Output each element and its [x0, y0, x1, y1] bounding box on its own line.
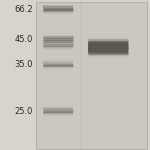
Text: 66.2: 66.2 [14, 4, 33, 14]
Text: 45.0: 45.0 [15, 34, 33, 43]
Text: 35.0: 35.0 [15, 60, 33, 69]
Text: 25.0: 25.0 [15, 106, 33, 116]
Bar [36, 2, 147, 148]
